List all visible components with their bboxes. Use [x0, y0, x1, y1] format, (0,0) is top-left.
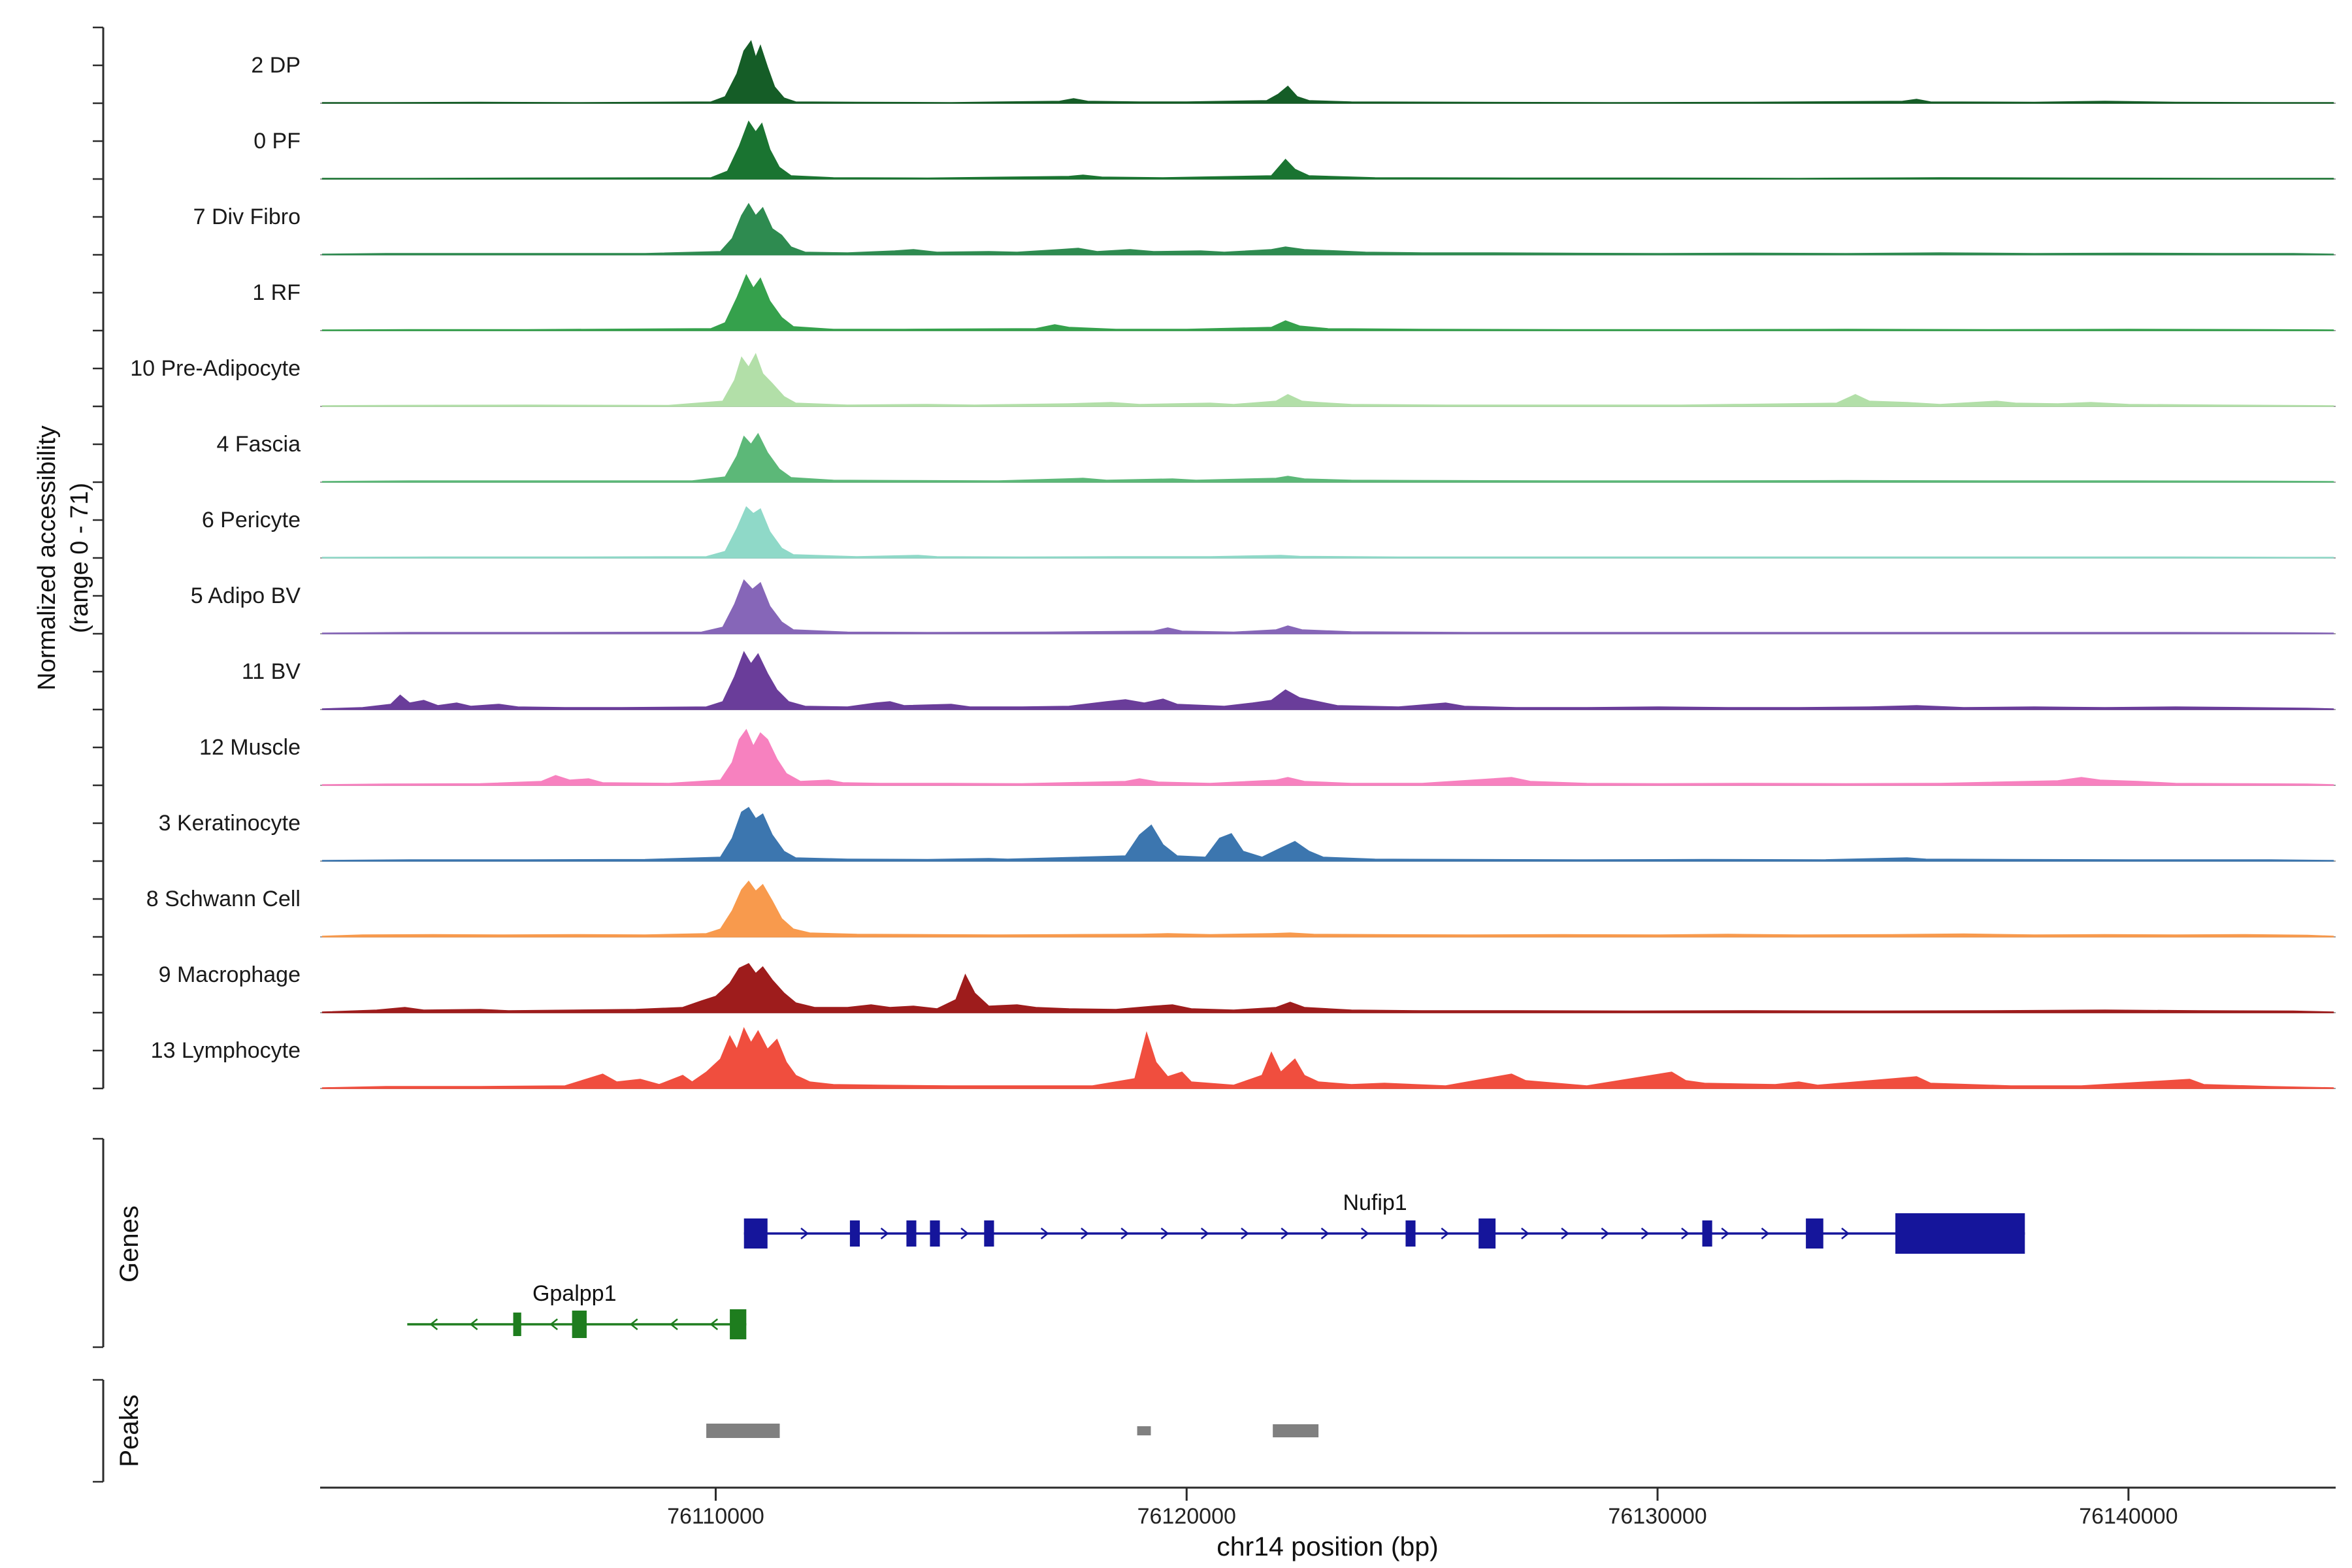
track-label-10-pre-adipocyte: 10 Pre-Adipocyte	[130, 356, 301, 381]
gene-exon-nufip1	[906, 1220, 917, 1247]
track-signal-9-macrophage	[321, 963, 2334, 1013]
gene-strand-arrow	[1281, 1228, 1290, 1239]
gene-exon-nufip1	[984, 1220, 994, 1247]
y-axis-label-line1: Normalized accessibility	[33, 425, 61, 691]
track-signal-4-fascia	[321, 433, 2334, 483]
track-label-8-schwann-cell: 8 Schwann Cell	[146, 887, 301, 911]
track-label-11-bv: 11 BV	[241, 659, 301, 684]
x-tick-label-76110000: 76110000	[667, 1504, 764, 1529]
gene-exon-nufip1	[1702, 1220, 1712, 1247]
gene-exon-nufip1	[1478, 1218, 1496, 1249]
gene-strand-arrow	[1241, 1228, 1249, 1239]
track-signal-12-muscle	[321, 728, 2334, 786]
track-label-1-rf: 1 RF	[252, 280, 301, 305]
gene-exon-gpalpp1	[572, 1311, 587, 1338]
gene-strand-arrow	[1721, 1228, 1730, 1239]
x-tick-label-76120000: 76120000	[1137, 1504, 1236, 1529]
x-tick-label-76130000: 76130000	[1608, 1504, 1707, 1529]
track-signal-10-pre-adipocyte	[321, 353, 2334, 407]
gene-strand-arrow	[1441, 1228, 1450, 1239]
track-label-6-pericyte: 6 Pericyte	[201, 508, 301, 532]
gene-name-gpalpp1: Gpalpp1	[532, 1281, 617, 1306]
gene-strand-arrow	[1081, 1228, 1089, 1239]
x-axis-title: chr14 position (bp)	[1217, 1531, 1439, 1561]
gene-strand-arrow	[1681, 1228, 1690, 1239]
gene-strand-arrow	[710, 1318, 719, 1330]
track-label-4-fascia: 4 Fascia	[216, 432, 301, 457]
gene-exon-gpalpp1	[513, 1313, 521, 1336]
y-axis-label-line2: (range 0 - 71)	[66, 482, 93, 634]
track-signal-13-lymphocyte	[321, 1027, 2334, 1089]
track-label-13-lymphocyte: 13 Lymphocyte	[150, 1038, 301, 1063]
x-tick-label-76140000: 76140000	[2079, 1504, 2178, 1529]
genes-section-label: Genes	[115, 1205, 144, 1282]
track-signal-3-keratinocyte	[321, 806, 2334, 862]
track-label-5-adipo-bv: 5 Adipo BV	[190, 583, 301, 608]
track-label-2-dp: 2 DP	[251, 53, 301, 78]
gene-exon-nufip1	[1405, 1220, 1416, 1247]
track-signal-6-pericyte	[321, 506, 2334, 559]
gene-strand-arrow	[1120, 1228, 1130, 1239]
track-signal-11-bv	[321, 651, 2334, 710]
gene-strand-arrow	[429, 1318, 438, 1330]
gene-exon-nufip1	[743, 1218, 768, 1249]
gene-strand-arrow	[669, 1318, 678, 1330]
gene-strand-arrow	[629, 1318, 638, 1330]
peak-region-3	[1273, 1424, 1319, 1437]
track-signal-1-rf	[321, 274, 2334, 331]
gene-exon-gpalpp1	[730, 1309, 747, 1339]
gene-strand-arrow	[1841, 1228, 1850, 1239]
track-label-3-keratinocyte: 3 Keratinocyte	[158, 811, 301, 836]
gene-exon-nufip1	[930, 1220, 940, 1247]
track-label-7-div-fibro: 7 Div Fibro	[193, 204, 301, 229]
gene-strand-arrow	[1360, 1228, 1369, 1239]
gene-strand-arrow	[880, 1228, 889, 1239]
track-label-12-muscle: 12 Muscle	[199, 735, 301, 760]
y-axis-label: Normalized accessibility (range 0 - 71)	[31, 3, 103, 1113]
gene-strand-arrow	[1641, 1228, 1650, 1239]
gene-strand-arrow	[1761, 1228, 1770, 1239]
gene-strand-arrow	[1521, 1228, 1529, 1239]
gene-strand-arrow	[1561, 1228, 1570, 1239]
peak-region-1	[706, 1424, 780, 1438]
gene-strand-arrow	[1200, 1228, 1209, 1239]
gene-strand-arrow	[1320, 1228, 1330, 1239]
gene-strand-arrow	[469, 1318, 478, 1330]
track-signal-8-schwann-cell	[321, 880, 2334, 938]
gene-strand-arrow	[800, 1228, 809, 1239]
gene-exon-nufip1	[1895, 1213, 2025, 1254]
gene-exon-nufip1	[849, 1220, 860, 1247]
track-label-0-pf: 0 PF	[253, 129, 301, 154]
peaks-section-label: Peaks	[115, 1394, 144, 1467]
gene-strand-arrow	[1040, 1228, 1049, 1239]
track-signal-7-div-fibro	[321, 203, 2334, 255]
track-label-9-macrophage: 9 Macrophage	[158, 962, 301, 987]
gene-strand-arrow	[960, 1228, 970, 1239]
gene-exon-nufip1	[1806, 1218, 1823, 1249]
gene-strand-arrow	[549, 1318, 558, 1330]
track-signal-2-dp	[321, 40, 2334, 104]
gene-name-nufip1: Nufip1	[1343, 1190, 1407, 1215]
gene-strand-arrow	[1160, 1228, 1169, 1239]
track-signal-5-adipo-bv	[321, 579, 2334, 634]
peak-region-2	[1137, 1426, 1151, 1435]
gene-strand-arrow	[1601, 1228, 1610, 1239]
track-signal-0-pf	[321, 120, 2334, 180]
